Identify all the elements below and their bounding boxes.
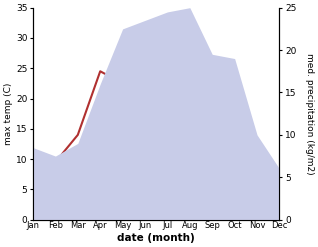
X-axis label: date (month): date (month) — [117, 233, 195, 243]
Y-axis label: max temp (C): max temp (C) — [4, 82, 13, 145]
Y-axis label: med. precipitation (kg/m2): med. precipitation (kg/m2) — [305, 53, 314, 174]
